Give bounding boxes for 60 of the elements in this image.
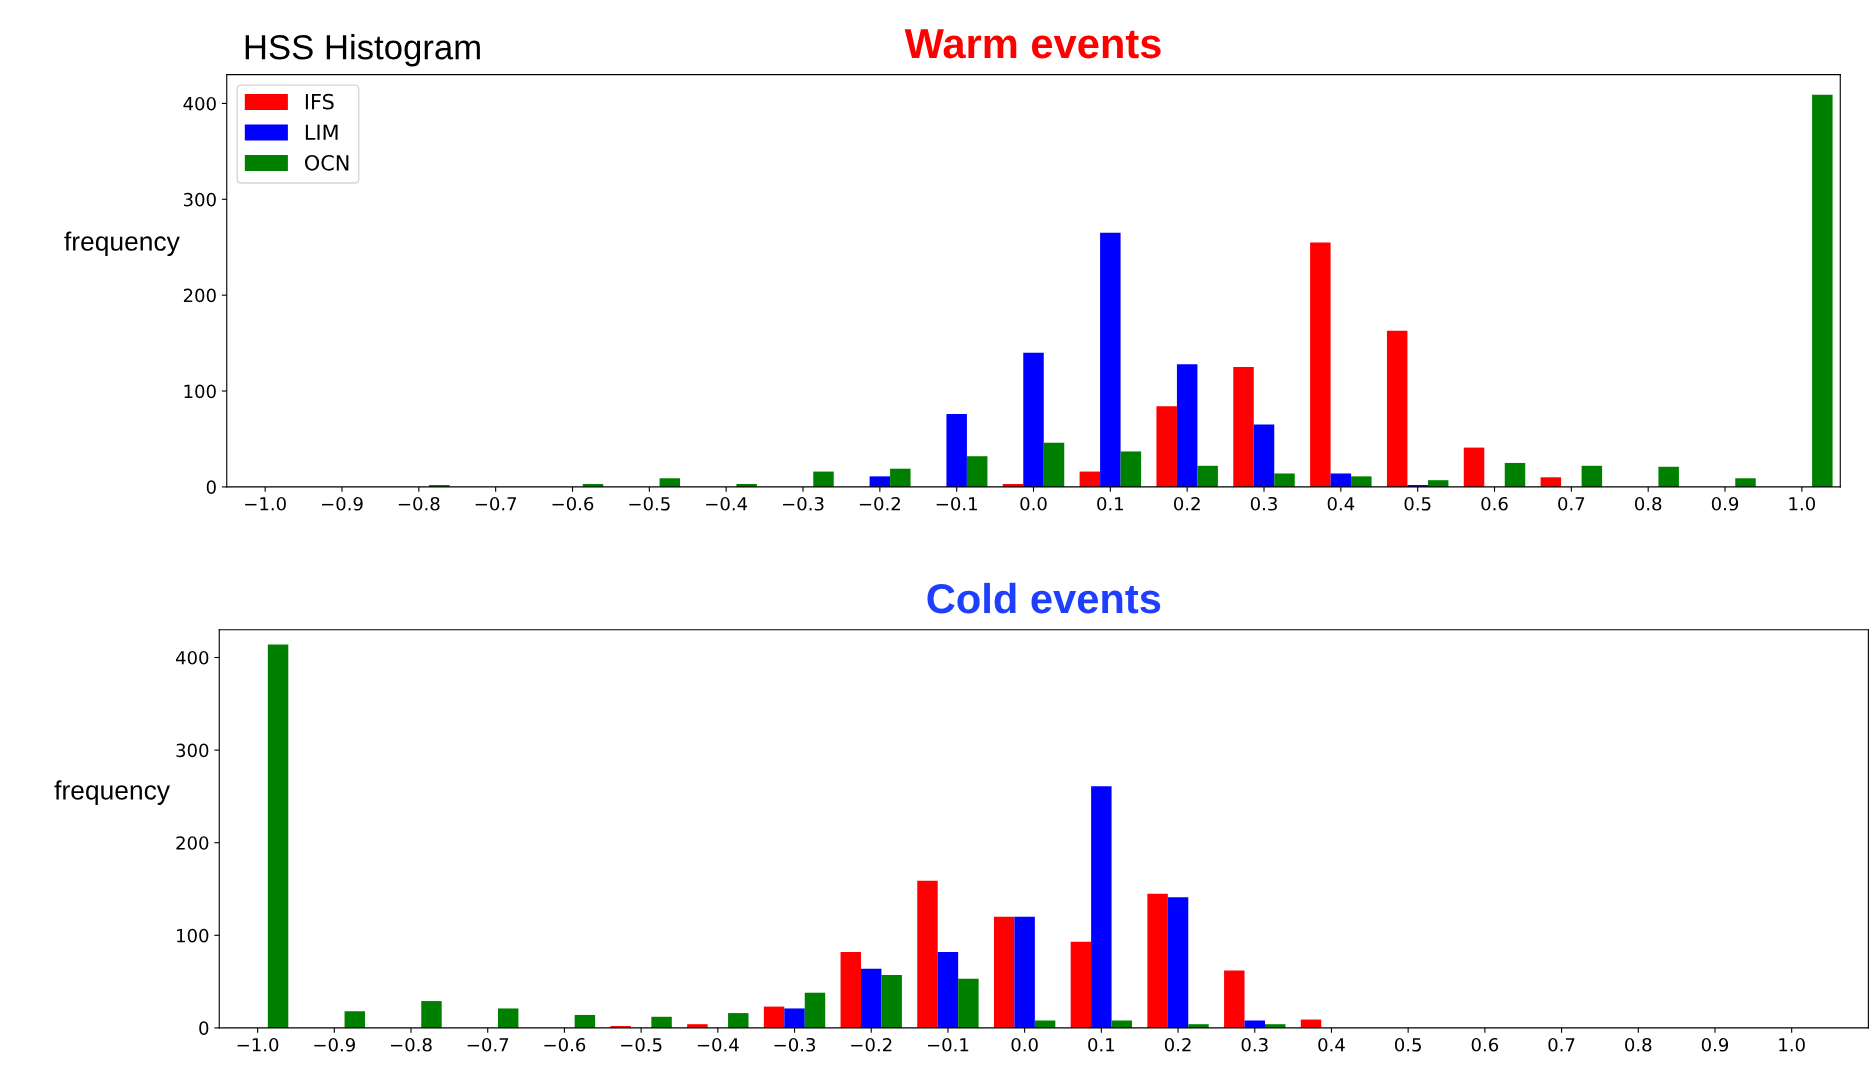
- x-tick-label: −0.8: [391, 1037, 432, 1052]
- x-tick-label: −0.6: [552, 496, 594, 511]
- x-tick-label: −0.2: [851, 1037, 892, 1052]
- x-tick-label: −0.7: [467, 1037, 509, 1052]
- x-tick-label: −0.6: [544, 1037, 586, 1052]
- x-tick-label: 0.7: [1548, 1037, 1575, 1052]
- x-tick-label: 1.0: [1789, 496, 1816, 511]
- x-tick-label: −0.2: [859, 496, 900, 511]
- chart-title: Cold events: [927, 582, 1161, 614]
- x-tick-label: 0.7: [1558, 496, 1585, 511]
- x-tick-label: 0.3: [1241, 1037, 1268, 1052]
- x-tick-label: 0.6: [1471, 1037, 1499, 1052]
- x-tick-label: −0.7: [475, 496, 517, 511]
- x-tick-label: −0.3: [774, 1037, 816, 1052]
- x-tick-label: −0.3: [783, 496, 824, 511]
- x-tick-label: 1.0: [1779, 1037, 1805, 1052]
- x-tick-label: −1.0: [237, 1037, 279, 1052]
- x-tick-label: 0.2: [1164, 1037, 1191, 1052]
- legend-label: LIM: [305, 124, 338, 140]
- y-tick-label: 0: [199, 1021, 209, 1036]
- x-tick-label: 0.0: [1011, 1037, 1038, 1052]
- y-tick-label: 100: [184, 384, 216, 399]
- x-tick-label: 0.2: [1174, 496, 1200, 511]
- x-tick-label: −0.5: [629, 496, 670, 511]
- y-tick-label: 200: [176, 836, 209, 850]
- y-tick-label: 0: [206, 480, 216, 495]
- legend-label: OCN: [305, 154, 349, 171]
- y-axis-title: frequency: [64, 231, 180, 257]
- x-tick-label: 0.3: [1250, 496, 1277, 511]
- x-tick-label: 0.6: [1481, 496, 1508, 511]
- y-tick-label: 200: [183, 288, 216, 303]
- x-tick-label: 0.4: [1327, 496, 1355, 511]
- y-tick-label: 400: [175, 650, 209, 665]
- x-tick-label: 0.8: [1635, 496, 1662, 511]
- x-tick-label: 0.8: [1625, 1037, 1652, 1052]
- y-tick-label: 400: [183, 96, 216, 111]
- x-tick-label: −0.4: [697, 1037, 739, 1052]
- x-tick-label: 0.0: [1020, 496, 1047, 511]
- x-tick-label: −0.9: [322, 496, 363, 511]
- x-tick-label: 0.5: [1394, 1037, 1421, 1052]
- x-tick-label: −0.5: [621, 1037, 662, 1052]
- x-tick-label: 0.4: [1318, 1037, 1345, 1052]
- text: HSS Histogram: [245, 34, 480, 67]
- x-tick-label: −0.4: [706, 496, 748, 511]
- x-tick-label: 0.1: [1097, 496, 1124, 511]
- y-tick-label: 300: [176, 743, 209, 758]
- y-axis-title: frequency: [54, 780, 170, 805]
- x-tick-label: −0.9: [314, 1037, 355, 1052]
- y-tick-label: 100: [177, 928, 209, 943]
- x-tick-label: −1.0: [245, 496, 286, 511]
- y-tick-label: 300: [183, 192, 216, 207]
- x-tick-label: −0.8: [398, 496, 440, 511]
- legend-label: IFS: [305, 93, 334, 110]
- chart-title: Warm events: [904, 29, 1161, 59]
- x-tick-label: 0.9: [1711, 496, 1739, 511]
- x-tick-label: −0.1: [927, 1037, 969, 1052]
- x-tick-label: 0.1: [1088, 1037, 1115, 1052]
- x-tick-label: 0.5: [1404, 496, 1431, 511]
- x-tick-label: 0.9: [1701, 1037, 1729, 1052]
- x-tick-label: −0.1: [936, 496, 977, 511]
